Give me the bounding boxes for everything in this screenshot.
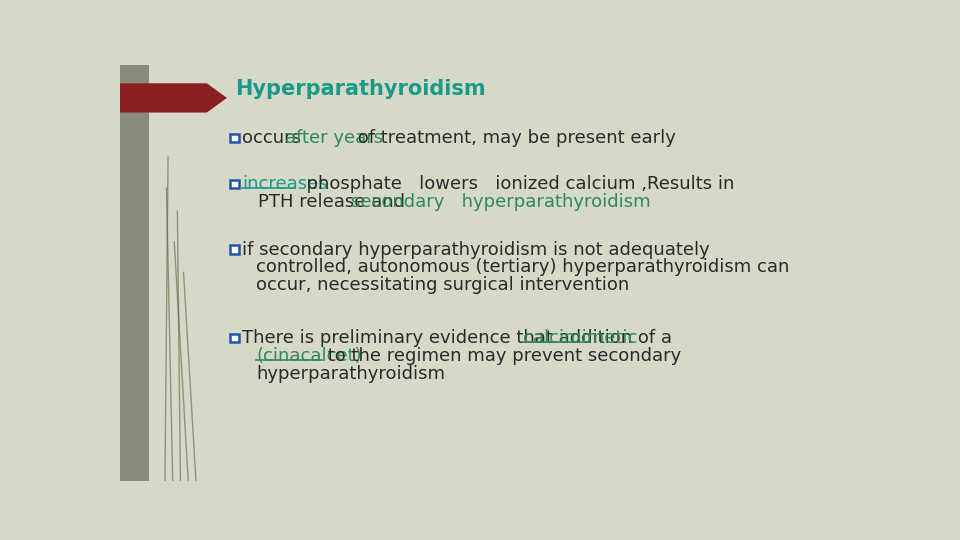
Text: occurs: occurs [243,129,307,147]
Text: phosphate   lowers   ionized calcium ,Results in: phosphate lowers ionized calcium ,Result… [295,175,734,193]
Polygon shape [120,65,150,481]
FancyBboxPatch shape [230,134,239,142]
Text: PTH release and: PTH release and [258,193,411,211]
Text: increases: increases [243,175,328,193]
FancyBboxPatch shape [230,245,239,254]
Text: calcimimetic: calcimimetic [523,329,637,347]
Text: occur, necessitating surgical intervention: occur, necessitating surgical interventi… [256,276,630,294]
Polygon shape [120,65,227,112]
Text: Hyperparathyroidism: Hyperparathyroidism [234,79,486,99]
Text: hyperparathyroidism: hyperparathyroidism [256,364,445,382]
FancyBboxPatch shape [230,334,239,342]
FancyBboxPatch shape [230,180,239,188]
Text: after years: after years [285,129,383,147]
Text: (cinacalcet): (cinacalcet) [256,347,362,365]
Text: if secondary hyperparathyroidism is not adequately: if secondary hyperparathyroidism is not … [243,241,710,259]
Text: There is preliminary evidence that addition of a: There is preliminary evidence that addit… [243,329,678,347]
Text: to the regimen may prevent secondary: to the regimen may prevent secondary [322,347,681,365]
Text: of treatment, may be present early: of treatment, may be present early [352,129,677,147]
Text: controlled, autonomous (tertiary) hyperparathyroidism can: controlled, autonomous (tertiary) hyperp… [256,258,790,276]
Text: secondary   hyperparathyroidism: secondary hyperparathyroidism [351,193,651,211]
